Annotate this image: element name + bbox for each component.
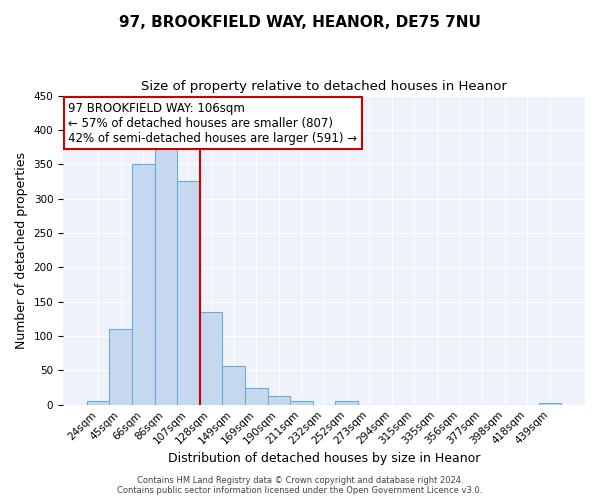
Bar xyxy=(132,164,155,404)
Bar xyxy=(87,402,109,404)
Bar xyxy=(268,396,290,404)
Bar xyxy=(109,329,132,404)
Text: Contains HM Land Registry data © Crown copyright and database right 2024.
Contai: Contains HM Land Registry data © Crown c… xyxy=(118,476,482,495)
X-axis label: Distribution of detached houses by size in Heanor: Distribution of detached houses by size … xyxy=(168,452,480,465)
Bar xyxy=(223,366,245,405)
Y-axis label: Number of detached properties: Number of detached properties xyxy=(15,152,28,348)
Bar xyxy=(200,312,223,404)
Bar xyxy=(335,402,358,404)
Bar xyxy=(177,182,200,404)
Text: 97, BROOKFIELD WAY, HEANOR, DE75 7NU: 97, BROOKFIELD WAY, HEANOR, DE75 7NU xyxy=(119,15,481,30)
Bar xyxy=(155,147,177,405)
Bar xyxy=(290,400,313,404)
Bar xyxy=(245,388,268,404)
Title: Size of property relative to detached houses in Heanor: Size of property relative to detached ho… xyxy=(141,80,507,93)
Text: 97 BROOKFIELD WAY: 106sqm
← 57% of detached houses are smaller (807)
42% of semi: 97 BROOKFIELD WAY: 106sqm ← 57% of detac… xyxy=(68,102,358,144)
